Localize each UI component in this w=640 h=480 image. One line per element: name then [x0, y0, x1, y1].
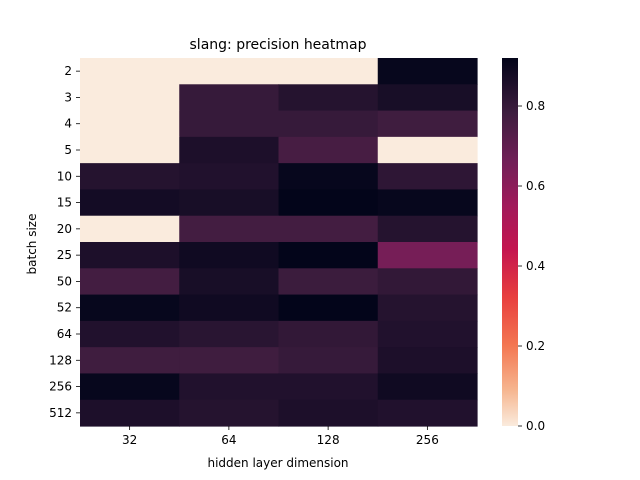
heatmap-cell: [377, 399, 478, 427]
heatmap-cell: [278, 189, 379, 217]
heatmap-cell: [278, 373, 379, 401]
y-tick-label: 512: [49, 406, 72, 420]
heatmap-cell: [80, 215, 180, 243]
heatmap-cell: [179, 215, 280, 243]
colorbar-tick-label: 0.4: [526, 259, 545, 273]
colorbar-tick-label: 0.2: [526, 339, 545, 353]
y-tick-label: 50: [57, 274, 72, 288]
heatmap-cell: [179, 320, 280, 348]
heatmap-cell: [377, 268, 478, 296]
colorbar-tick-label: 0.8: [526, 99, 545, 113]
heatmap-cell: [179, 399, 280, 427]
heatmap-cell: [179, 373, 280, 401]
colorbar-tick-label: 0.6: [526, 179, 545, 193]
heatmap-cell: [278, 136, 379, 164]
x-tick-label: 128: [317, 433, 340, 447]
heatmap-cell: [179, 110, 280, 138]
heatmap-cell: [179, 84, 280, 112]
y-tick-label: 25: [57, 248, 72, 262]
heatmap-cell: [377, 84, 478, 112]
colorbar-tick-label: 0.0: [526, 419, 545, 433]
heatmap-cell: [377, 347, 478, 375]
heatmap-cell: [278, 58, 379, 85]
heatmap-cell: [80, 84, 180, 112]
heatmap-cell: [179, 242, 280, 269]
heatmap-cell: [377, 373, 478, 401]
chart-title: slang: precision heatmap: [190, 37, 367, 53]
heatmap-cell: [278, 215, 379, 243]
heatmap-cell: [377, 215, 478, 243]
heatmap-cell: [377, 320, 478, 348]
heatmap-cell: [278, 268, 379, 296]
y-tick-label: 20: [57, 222, 72, 236]
y-axis-label: batch size: [25, 214, 39, 275]
heatmap-cells: [80, 58, 478, 427]
heatmap-cell: [80, 347, 180, 375]
colorbar: [502, 58, 518, 426]
y-tick-label: 128: [49, 353, 72, 367]
y-tick-label: 64: [57, 327, 72, 341]
y-tick-label: 10: [57, 169, 72, 183]
heatmap-cell: [80, 399, 180, 427]
y-tick-label: 15: [57, 196, 72, 210]
heatmap-cell: [179, 189, 280, 217]
y-tick-label: 256: [49, 380, 72, 394]
heatmap-cell: [278, 242, 379, 269]
heatmap-cell: [377, 136, 478, 164]
heatmap-cell: [278, 84, 379, 112]
heatmap-cell: [377, 189, 478, 217]
x-axis-label: hidden layer dimension: [207, 456, 348, 470]
heatmap-cell: [377, 294, 478, 322]
heatmap-cell: [278, 294, 379, 322]
heatmap-cell: [278, 110, 379, 138]
heatmap-cell: [80, 320, 180, 348]
x-tick-label: 32: [122, 433, 137, 447]
heatmap-cell: [80, 294, 180, 322]
heatmap-cell: [278, 163, 379, 191]
y-tick-label: 52: [57, 301, 72, 315]
y-axis: 2 3 4 5 10 15 20 25 50 52 64 128 256 512: [49, 64, 80, 420]
heatmap-cell: [179, 294, 280, 322]
y-tick-label: 3: [64, 90, 72, 104]
heatmap-cell: [80, 136, 180, 164]
heatmap-cell: [278, 399, 379, 427]
heatmap-cell: [80, 242, 180, 269]
y-tick-label: 4: [64, 117, 72, 131]
x-axis: 32 64 128 256: [122, 426, 439, 447]
heatmap-cell: [179, 163, 280, 191]
y-tick-label: 2: [64, 64, 72, 78]
colorbar-ticks: 0.0 0.2 0.4 0.6 0.8: [518, 99, 545, 433]
heatmap-cell: [377, 58, 478, 85]
heatmap-cell: [278, 347, 379, 375]
heatmap-cell: [80, 110, 180, 138]
heatmap-cell: [377, 163, 478, 191]
heatmap-cell: [179, 136, 280, 164]
heatmap-cell: [80, 189, 180, 217]
heatmap-cell: [179, 347, 280, 375]
y-tick-label: 5: [64, 143, 72, 157]
heatmap-cell: [377, 242, 478, 269]
heatmap-cell: [278, 320, 379, 348]
heatmap-cell: [377, 110, 478, 138]
heatmap-cell: [179, 58, 280, 85]
x-tick-label: 256: [416, 433, 439, 447]
heatmap-cell: [179, 268, 280, 296]
heatmap-cell: [80, 58, 180, 85]
heatmap-cell: [80, 373, 180, 401]
heatmap-cell: [80, 268, 180, 296]
x-tick-label: 64: [221, 433, 236, 447]
heatmap-cell: [80, 163, 180, 191]
